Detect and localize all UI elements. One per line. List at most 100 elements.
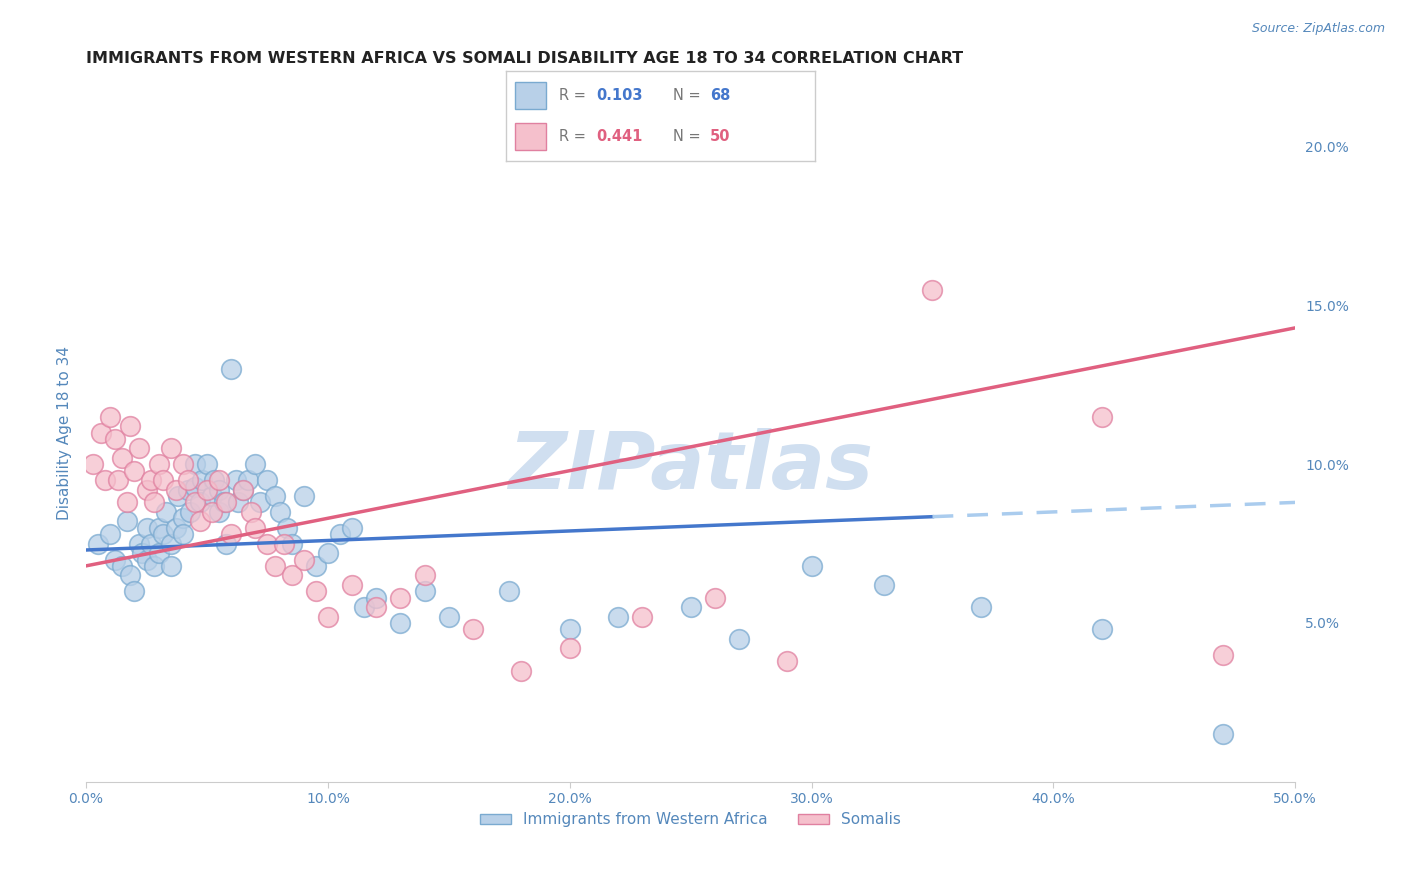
Point [179,505,201,519]
Text: 68: 68 [710,88,731,103]
Legend: Immigrants from Western Africa, Somalis: Immigrants from Western Africa, Somalis [474,806,907,833]
Point [152,527,174,541]
Point [219,362,242,376]
Point [115,515,138,529]
Point [188,515,211,529]
Point [148,521,170,535]
Point [970,600,993,615]
Text: R =: R = [558,88,591,103]
Point [728,632,751,646]
Point [165,521,187,535]
Text: N =: N = [673,129,706,144]
Point [159,536,181,550]
Point [256,473,278,487]
Point [631,609,654,624]
Point [142,495,165,509]
Point [141,536,163,550]
Point [184,495,207,509]
Point [118,568,141,582]
Y-axis label: Disability Age 18 to 34: Disability Age 18 to 34 [58,345,72,519]
Point [184,458,207,472]
Point [176,483,198,497]
Point [195,483,218,497]
Point [558,641,581,656]
Point [461,623,484,637]
Bar [516,82,547,109]
Point [280,536,302,550]
Point [195,458,218,472]
Point [188,495,211,509]
Point [273,536,295,550]
Point [1091,623,1114,637]
Point [249,495,271,509]
Point [165,483,187,497]
Point [159,558,181,573]
Point [413,584,436,599]
Point [124,584,146,599]
Point [152,473,174,487]
Point [232,483,254,497]
Point [94,473,117,487]
Point [167,489,190,503]
Point [111,450,134,465]
Point [236,473,259,487]
Point [184,479,207,493]
Point [329,527,352,541]
Point [98,527,121,541]
Point [141,473,163,487]
Point [219,527,242,541]
Point [316,609,339,624]
Point [389,615,412,630]
Point [155,505,177,519]
Point [1212,648,1234,662]
Point [87,536,110,550]
Point [225,473,247,487]
Text: IMMIGRANTS FROM WESTERN AFRICA VS SOMALI DISABILITY AGE 18 TO 34 CORRELATION CHA: IMMIGRANTS FROM WESTERN AFRICA VS SOMALI… [86,51,963,66]
Point [159,442,181,456]
Point [245,521,267,535]
Point [510,664,533,678]
Point [111,558,134,573]
Point [873,578,896,592]
Point [215,495,238,509]
Point [1212,727,1234,741]
Point [921,283,943,297]
Point [104,432,127,446]
Point [172,458,194,472]
Point [202,473,225,487]
Point [679,600,702,615]
Point [366,600,388,615]
Point [366,591,388,605]
Point [128,442,150,456]
Text: 0.441: 0.441 [596,129,643,144]
Point [135,552,157,566]
Point [558,623,581,637]
Point [305,584,328,599]
Point [191,473,214,487]
Point [389,591,412,605]
Point [245,458,267,472]
Point [208,483,231,497]
Point [292,552,315,566]
Text: 50: 50 [710,129,731,144]
Point [208,505,231,519]
Point [340,521,363,535]
Point [228,495,250,509]
Point [1091,409,1114,424]
Text: Source: ZipAtlas.com: Source: ZipAtlas.com [1251,22,1385,36]
Point [131,546,153,560]
Point [82,458,104,472]
Point [118,419,141,434]
Point [276,521,298,535]
Point [215,536,238,550]
Point [413,568,436,582]
Text: N =: N = [673,88,706,103]
Point [263,489,285,503]
Point [176,473,198,487]
Point [172,511,194,525]
Point [340,578,363,592]
Point [256,536,278,550]
Point [269,505,291,519]
Point [98,409,121,424]
Point [148,458,170,472]
